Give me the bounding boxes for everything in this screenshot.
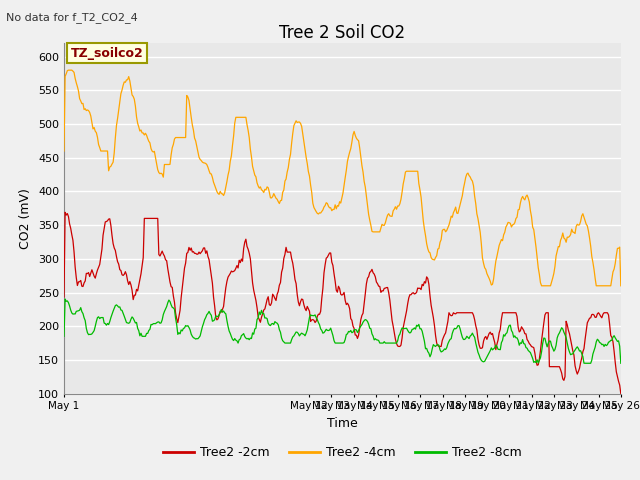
Text: No data for f_T2_CO2_4: No data for f_T2_CO2_4 <box>6 12 138 23</box>
Legend: Tree2 -2cm, Tree2 -4cm, Tree2 -8cm: Tree2 -2cm, Tree2 -4cm, Tree2 -8cm <box>158 442 527 465</box>
Y-axis label: CO2 (mV): CO2 (mV) <box>19 188 33 249</box>
Title: Tree 2 Soil CO2: Tree 2 Soil CO2 <box>279 24 406 42</box>
X-axis label: Time: Time <box>327 417 358 430</box>
Text: TZ_soilco2: TZ_soilco2 <box>70 47 143 60</box>
